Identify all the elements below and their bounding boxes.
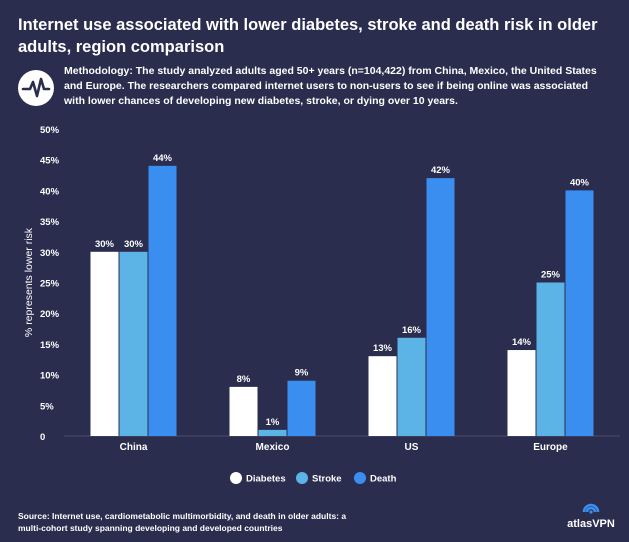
bar-stroke (258, 429, 287, 436)
legend-marker (354, 472, 366, 484)
y-tick-label: 20% (40, 309, 60, 320)
bar-diabetes (229, 386, 258, 436)
methodology-text: Methodology: The study analyzed adults a… (64, 65, 597, 107)
y-tick-label: 25% (40, 279, 60, 290)
pulse-icon (18, 70, 54, 106)
data-label: 40% (570, 177, 590, 188)
legend-label: Diabetes (246, 474, 286, 485)
x-tick-label: China (120, 442, 148, 453)
data-label: 30% (124, 239, 144, 250)
y-tick-label: 35% (40, 217, 60, 228)
atlasvpn-logo-icon (582, 503, 600, 514)
data-label: 16% (402, 325, 422, 336)
legend-marker (296, 472, 308, 484)
bar-death (287, 380, 316, 436)
bar-stroke (536, 282, 565, 436)
bar-diabetes (90, 251, 119, 436)
y-tick-label: 15% (40, 340, 60, 351)
y-tick-label: 5% (40, 401, 54, 412)
brand: atlasVPN (560, 496, 622, 536)
bar-diabetes (507, 350, 536, 436)
y-tick-label: 10% (40, 371, 60, 382)
y-tick-label: 45% (40, 156, 60, 167)
data-label: 30% (95, 239, 115, 250)
data-label: 44% (153, 153, 173, 164)
y-axis-label: % represents lower risk (23, 227, 35, 337)
bar-stroke (397, 337, 426, 436)
bar-death (148, 165, 177, 436)
x-tick-label: Mexico (256, 442, 290, 453)
data-label: 14% (512, 337, 532, 348)
bar-chart: % represents lower risk 0 5% 10% 15% 20% 25% 30… (23, 125, 620, 485)
y-tick-label: 30% (40, 248, 60, 259)
y-tick-label: 0 (40, 432, 45, 443)
legend-label: Stroke (312, 474, 342, 485)
chart-title: Internet use associated with lower diabe… (18, 16, 598, 56)
data-label: 25% (541, 270, 561, 281)
x-tick-label: Europe (533, 442, 568, 453)
data-label: 1% (266, 417, 280, 428)
data-label: 42% (431, 165, 451, 176)
data-label: 13% (373, 343, 393, 354)
data-label: 9% (295, 368, 309, 379)
bar-diabetes (368, 356, 397, 436)
bar-death (426, 178, 455, 436)
bar-death (565, 190, 594, 436)
data-label: 8% (237, 374, 251, 385)
legend-label: Death (370, 474, 397, 485)
y-tick-label: 40% (40, 186, 60, 197)
brand-name: atlasVPN (567, 518, 615, 530)
y-tick-label: 50% (40, 125, 60, 136)
source-note: Source: Internet use, cardiometabolic mu… (18, 511, 347, 533)
bar-stroke (119, 251, 148, 436)
legend-marker (230, 472, 242, 484)
x-tick-label: US (405, 442, 419, 453)
